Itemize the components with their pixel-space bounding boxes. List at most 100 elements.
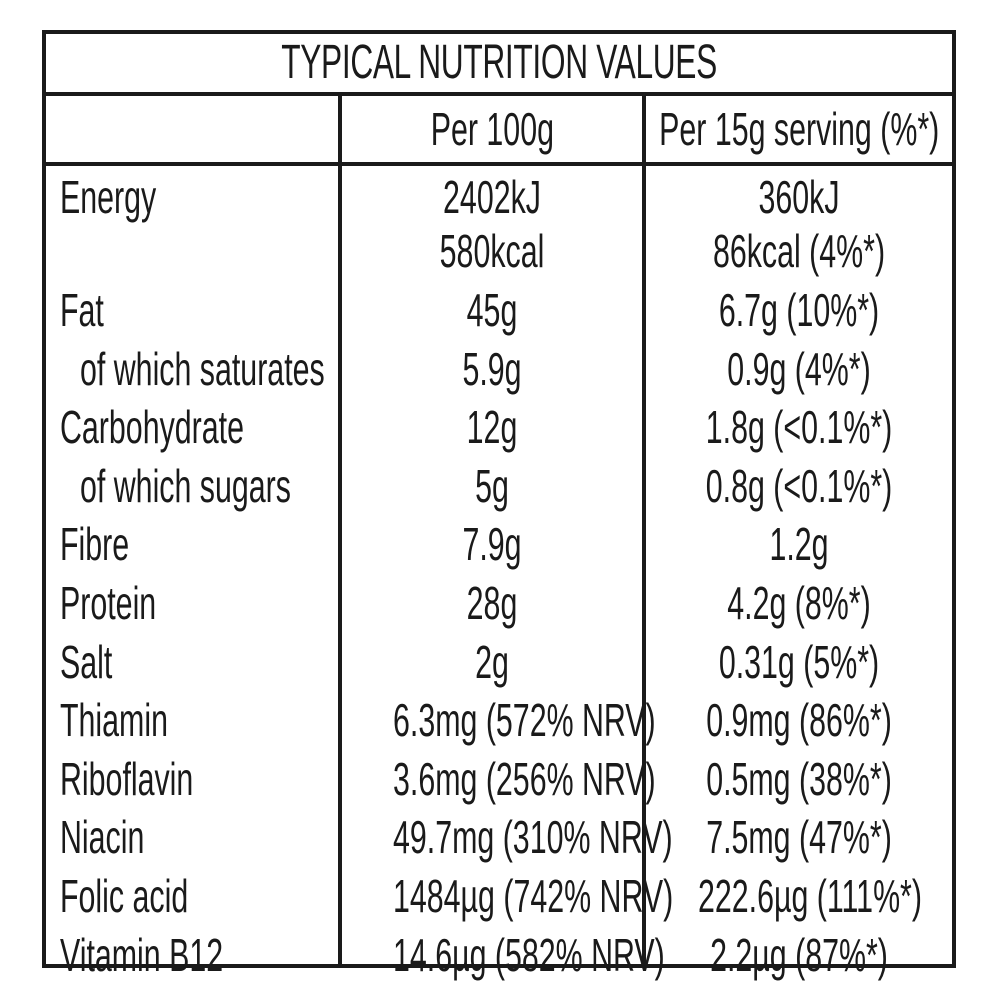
per-100g-value: 6.3mg (572% NRV)	[393, 694, 656, 747]
per-serving-value: 0.5mg (38%*)	[706, 752, 892, 805]
table-row: Vitamin B12 14.6µg (582% NRV) 2.2µg (87%…	[46, 924, 952, 983]
per-100g-cell: 12g	[342, 396, 642, 455]
nutrient-name: of which sugars	[80, 459, 291, 512]
per-100g-value: 12g	[466, 401, 518, 454]
per-100g-value: 7.9g	[462, 518, 522, 571]
per-serving-cell: 0.8g (<0.1%*)	[646, 455, 952, 514]
column-divider-2	[642, 96, 646, 964]
per-100g-cell: 1484µg (742% NRV)	[342, 865, 674, 924]
per-100g-cell: 6.3mg (572% NRV)	[342, 689, 656, 748]
per-serving-value: 1.2g	[769, 518, 829, 571]
per-100g-cell: 5g	[342, 455, 642, 514]
per-100g-value: 5g	[475, 459, 509, 512]
per-100g-cell: 2g	[342, 631, 642, 690]
header-per-serving-text: Per 15g serving (%*)	[658, 103, 940, 155]
nutrient-name: Fat	[60, 284, 104, 336]
per-serving-value: 1.8g (<0.1%*)	[705, 401, 893, 454]
nutrient-name: Protein	[60, 576, 157, 629]
per-serving-cell: 7.5mg (47%*)	[646, 806, 952, 865]
table-row: Salt 2g 0.31g (5%*)	[46, 631, 952, 690]
table-row: Carbohydrate 12g 1.8g (<0.1%*)	[46, 396, 952, 455]
nutrient-name: Vitamin B12	[60, 928, 224, 981]
table-header-row: Per 100g Per 15g serving (%*)	[46, 96, 952, 166]
header-per-100g-text: Per 100g	[430, 103, 554, 155]
nutrient-name-cell: Vitamin B12	[60, 924, 338, 983]
nutrient-name-cell: of which saturates	[60, 338, 338, 397]
per-100g-value: 1484µg (742% NRV)	[393, 869, 674, 922]
per-100g-value: 3.6mg (256% NRV)	[393, 752, 656, 805]
nutrient-name-cell: Riboflavin	[60, 748, 338, 807]
header-per-serving: Per 15g serving (%*)	[646, 96, 952, 162]
table-row: Fat 45g 6.7g (10%*)	[46, 279, 952, 338]
nutrient-name-cell: Carbohydrate	[60, 396, 338, 455]
table-title-row: TYPICAL NUTRITION VALUES	[46, 34, 952, 96]
per-serving-cell: 1.2g	[646, 513, 952, 572]
nutrient-name: Niacin	[60, 811, 145, 864]
per-serving-cell: 0.9mg (86%*)	[646, 689, 952, 748]
table-row: Thiamin 6.3mg (572% NRV) 0.9mg (86%*)	[46, 689, 952, 748]
nutrient-name-cell: Fat	[60, 279, 338, 338]
nutrient-name-cell: Folic acid	[60, 865, 338, 924]
per-100g-cell: 3.6mg (256% NRV)	[342, 748, 656, 807]
nutrient-name-cell: Salt	[60, 631, 338, 690]
per-100g-cell: 49.7mg (310% NRV)	[342, 806, 673, 865]
per-100g-value: 2402kJ	[443, 171, 541, 223]
per-serving-cell: 222.6µg (111%*)	[646, 865, 952, 924]
per-serving-value: 222.6µg (111%*)	[698, 869, 922, 922]
column-divider-1	[338, 96, 342, 964]
nutrient-name: Riboflavin	[60, 752, 194, 805]
per-100g-value: 28g	[466, 576, 518, 629]
table-row: Niacin 49.7mg (310% NRV) 7.5mg (47%*)	[46, 806, 952, 865]
per-serving-cell: 360kJ 86kcal (4%*)	[646, 166, 952, 279]
per-serving-value: 0.9g (4%*)	[727, 342, 871, 395]
per-100g-value: 2g	[475, 635, 509, 688]
per-serving-cell: 0.9g (4%*)	[646, 338, 952, 397]
nutrient-name: Carbohydrate	[60, 401, 244, 454]
per-serving-value: 360kJ	[758, 171, 840, 223]
per-serving-cell: 0.31g (5%*)	[646, 631, 952, 690]
per-serving-value-2: 86kcal (4%*)	[712, 225, 886, 277]
per-serving-value: 0.31g (5%*)	[718, 635, 880, 688]
nutrient-name: Folic acid	[60, 869, 189, 922]
header-per-100g: Per 100g	[342, 96, 642, 162]
per-serving-cell: 6.7g (10%*)	[646, 279, 952, 338]
table-row: Fibre 7.9g 1.2g	[46, 513, 952, 572]
nutrient-name-cell: Thiamin	[60, 689, 338, 748]
per-serving-cell: 1.8g (<0.1%*)	[646, 396, 952, 455]
nutrient-name: Thiamin	[60, 694, 168, 747]
table-row: Riboflavin 3.6mg (256% NRV) 0.5mg (38%*)	[46, 748, 952, 807]
table-title: TYPICAL NUTRITION VALUES	[281, 36, 717, 89]
per-serving-cell: 4.2g (8%*)	[646, 572, 952, 631]
table-row: of which saturates 5.9g 0.9g (4%*)	[46, 338, 952, 397]
per-100g-value-2: 580kcal	[439, 225, 545, 277]
per-serving-value: 7.5mg (47%*)	[706, 811, 892, 864]
nutrient-name-cell: Fibre	[60, 513, 338, 572]
nutrient-name-cell: Energy	[60, 166, 338, 279]
nutrient-name-cell: Protein	[60, 572, 338, 631]
per-100g-cell: 7.9g	[342, 513, 642, 572]
nutrition-table: TYPICAL NUTRITION VALUES Per 100g Per 15…	[42, 30, 956, 978]
per-serving-value: 6.7g (10%*)	[718, 284, 880, 336]
per-100g-cell: 28g	[342, 572, 642, 631]
per-serving-value: 4.2g (8%*)	[727, 576, 871, 629]
per-100g-value: 45g	[466, 284, 518, 336]
nutrient-name: Fibre	[60, 518, 130, 571]
per-serving-value: 0.9mg (86%*)	[706, 694, 892, 747]
nutrient-name-cell: Niacin	[60, 806, 338, 865]
nutrient-name: of which saturates	[80, 342, 325, 395]
per-100g-cell: 14.6µg (582% NRV)	[342, 924, 665, 983]
table-row: Protein 28g 4.2g (8%*)	[46, 572, 952, 631]
per-100g-value: 5.9g	[462, 342, 522, 395]
table-body: Energy 2402kJ 580kcal 360kJ 86kcal (4%*)…	[46, 166, 952, 982]
nutrient-name: Salt	[60, 635, 113, 688]
per-100g-value: 14.6µg (582% NRV)	[393, 928, 665, 981]
nutrient-name: Energy	[60, 171, 157, 223]
per-serving-cell: 0.5mg (38%*)	[646, 748, 952, 807]
per-100g-cell: 5.9g	[342, 338, 642, 397]
per-100g-cell: 45g	[342, 279, 642, 338]
per-serving-cell: 2.2µg (87%*)	[646, 924, 952, 983]
table-row: of which sugars 5g 0.8g (<0.1%*)	[46, 455, 952, 514]
per-serving-value: 0.8g (<0.1%*)	[705, 459, 893, 512]
per-100g-cell: 2402kJ 580kcal	[342, 166, 642, 279]
per-100g-value: 49.7mg (310% NRV)	[393, 811, 673, 864]
